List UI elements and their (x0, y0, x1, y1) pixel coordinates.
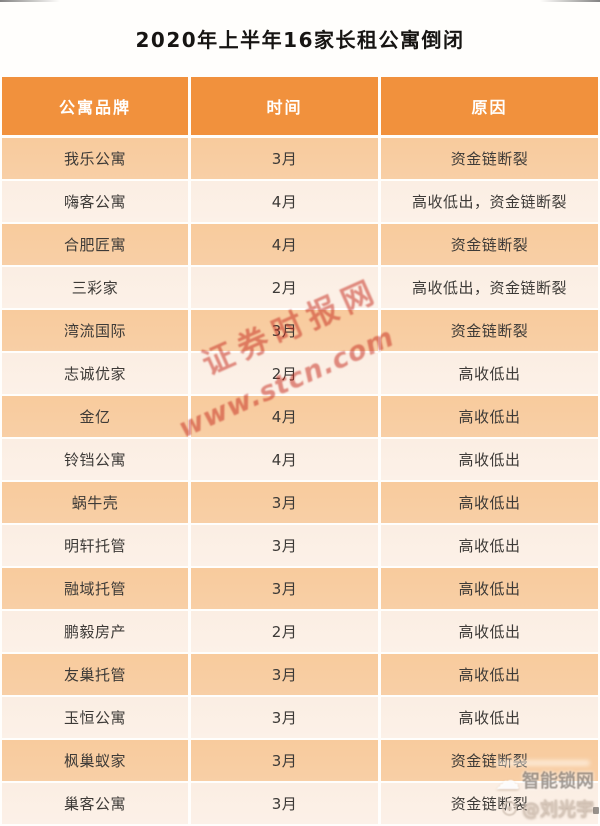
reason-cell: 高收低出 (381, 525, 598, 566)
time-cell: 3月 (191, 697, 378, 738)
brand-cell: 我乐公寓 (2, 138, 188, 179)
brand-cell: 三彩家 (2, 267, 188, 308)
table-row: 明轩托管 3月 高收低出 (2, 525, 598, 566)
header-time: 时间 (191, 77, 378, 135)
reason-cell: 高收低出 (381, 396, 598, 437)
time-cell: 4月 (191, 181, 378, 222)
table-row: 金亿 4月 高收低出 (2, 396, 598, 437)
reason-cell: 高收低出 (381, 654, 598, 695)
reason-cell: 高收低出 (381, 439, 598, 480)
table-row: 嗨客公寓 4月 高收低出，资金链断裂 (2, 181, 598, 222)
table-body: 我乐公寓 3月 资金链断裂 嗨客公寓 4月 高收低出，资金链断裂 合肥匠寓 4月… (2, 138, 598, 824)
reason-cell: 高收低出 (381, 611, 598, 652)
time-cell: 2月 (191, 353, 378, 394)
time-cell: 3月 (191, 310, 378, 351)
brand-cell: 鹏毅房产 (2, 611, 188, 652)
brand-cell: 蜗牛壳 (2, 482, 188, 523)
photo-top-edge-artifact (0, 0, 600, 2)
brand-cell: 合肥匠寓 (2, 224, 188, 265)
reason-cell: 资金链断裂 (381, 310, 598, 351)
header-brand: 公寓品牌 (2, 77, 188, 135)
brand-cell: 枫巢蚁家 (2, 740, 188, 781)
table-row: 志诚优家 2月 高收低出 (2, 353, 598, 394)
time-cell: 3月 (191, 482, 378, 523)
reason-cell: 资金链断裂 (381, 783, 598, 824)
brand-cell: 友巢托管 (2, 654, 188, 695)
brand-cell: 湾流国际 (2, 310, 188, 351)
table-row: 友巢托管 3月 高收低出 (2, 654, 598, 695)
brand-cell: 金亿 (2, 396, 188, 437)
reason-cell: 高收低出，资金链断裂 (381, 267, 598, 308)
time-cell: 3月 (191, 138, 378, 179)
brand-cell: 志诚优家 (2, 353, 188, 394)
reason-cell: 资金链断裂 (381, 740, 598, 781)
table-row: 铃铛公寓 4月 高收低出 (2, 439, 598, 480)
header-reason: 原因 (381, 77, 598, 135)
reason-cell: 高收低出 (381, 697, 598, 738)
time-cell: 4月 (191, 439, 378, 480)
table-row: 我乐公寓 3月 资金链断裂 (2, 138, 598, 179)
table-row: 玉恒公寓 3月 高收低出 (2, 697, 598, 738)
reason-cell: 高收低出，资金链断裂 (381, 181, 598, 222)
time-cell: 3月 (191, 654, 378, 695)
brand-cell: 铃铛公寓 (2, 439, 188, 480)
brand-cell: 玉恒公寓 (2, 697, 188, 738)
reason-cell: 资金链断裂 (381, 138, 598, 179)
table-row: 合肥匠寓 4月 资金链断裂 (2, 224, 598, 265)
time-cell: 3月 (191, 568, 378, 609)
photo-edge-artifact (593, 807, 599, 814)
time-cell: 2月 (191, 611, 378, 652)
table-row: 三彩家 2月 高收低出，资金链断裂 (2, 267, 598, 308)
time-cell: 4月 (191, 224, 378, 265)
table-row: 鹏毅房产 2月 高收低出 (2, 611, 598, 652)
time-cell: 2月 (191, 267, 378, 308)
time-cell: 3月 (191, 525, 378, 566)
table-row: 巢客公寓 3月 资金链断裂 (2, 783, 598, 824)
title-area: 2020年上半年16家长租公寓倒闭 (0, 0, 600, 77)
page-title: 2020年上半年16家长租公寓倒闭 (135, 28, 465, 52)
reason-cell: 高收低出 (381, 353, 598, 394)
brand-cell: 嗨客公寓 (2, 181, 188, 222)
brand-cell: 巢客公寓 (2, 783, 188, 824)
closure-table: 公寓品牌 时间 原因 我乐公寓 3月 资金链断裂 嗨客公寓 4月 高收低出，资金… (0, 77, 600, 824)
brand-cell: 明轩托管 (2, 525, 188, 566)
reason-cell: 资金链断裂 (381, 224, 598, 265)
table-row: 湾流国际 3月 资金链断裂 (2, 310, 598, 351)
table-row: 蜗牛壳 3月 高收低出 (2, 482, 598, 523)
header-row: 公寓品牌 时间 原因 (2, 77, 598, 135)
reason-cell: 高收低出 (381, 482, 598, 523)
time-cell: 4月 (191, 396, 378, 437)
table-row: 枫巢蚁家 3月 资金链断裂 (2, 740, 598, 781)
table-row: 融域托管 3月 高收低出 (2, 568, 598, 609)
time-cell: 3月 (191, 783, 378, 824)
brand-cell: 融域托管 (2, 568, 188, 609)
time-cell: 3月 (191, 740, 378, 781)
reason-cell: 高收低出 (381, 568, 598, 609)
